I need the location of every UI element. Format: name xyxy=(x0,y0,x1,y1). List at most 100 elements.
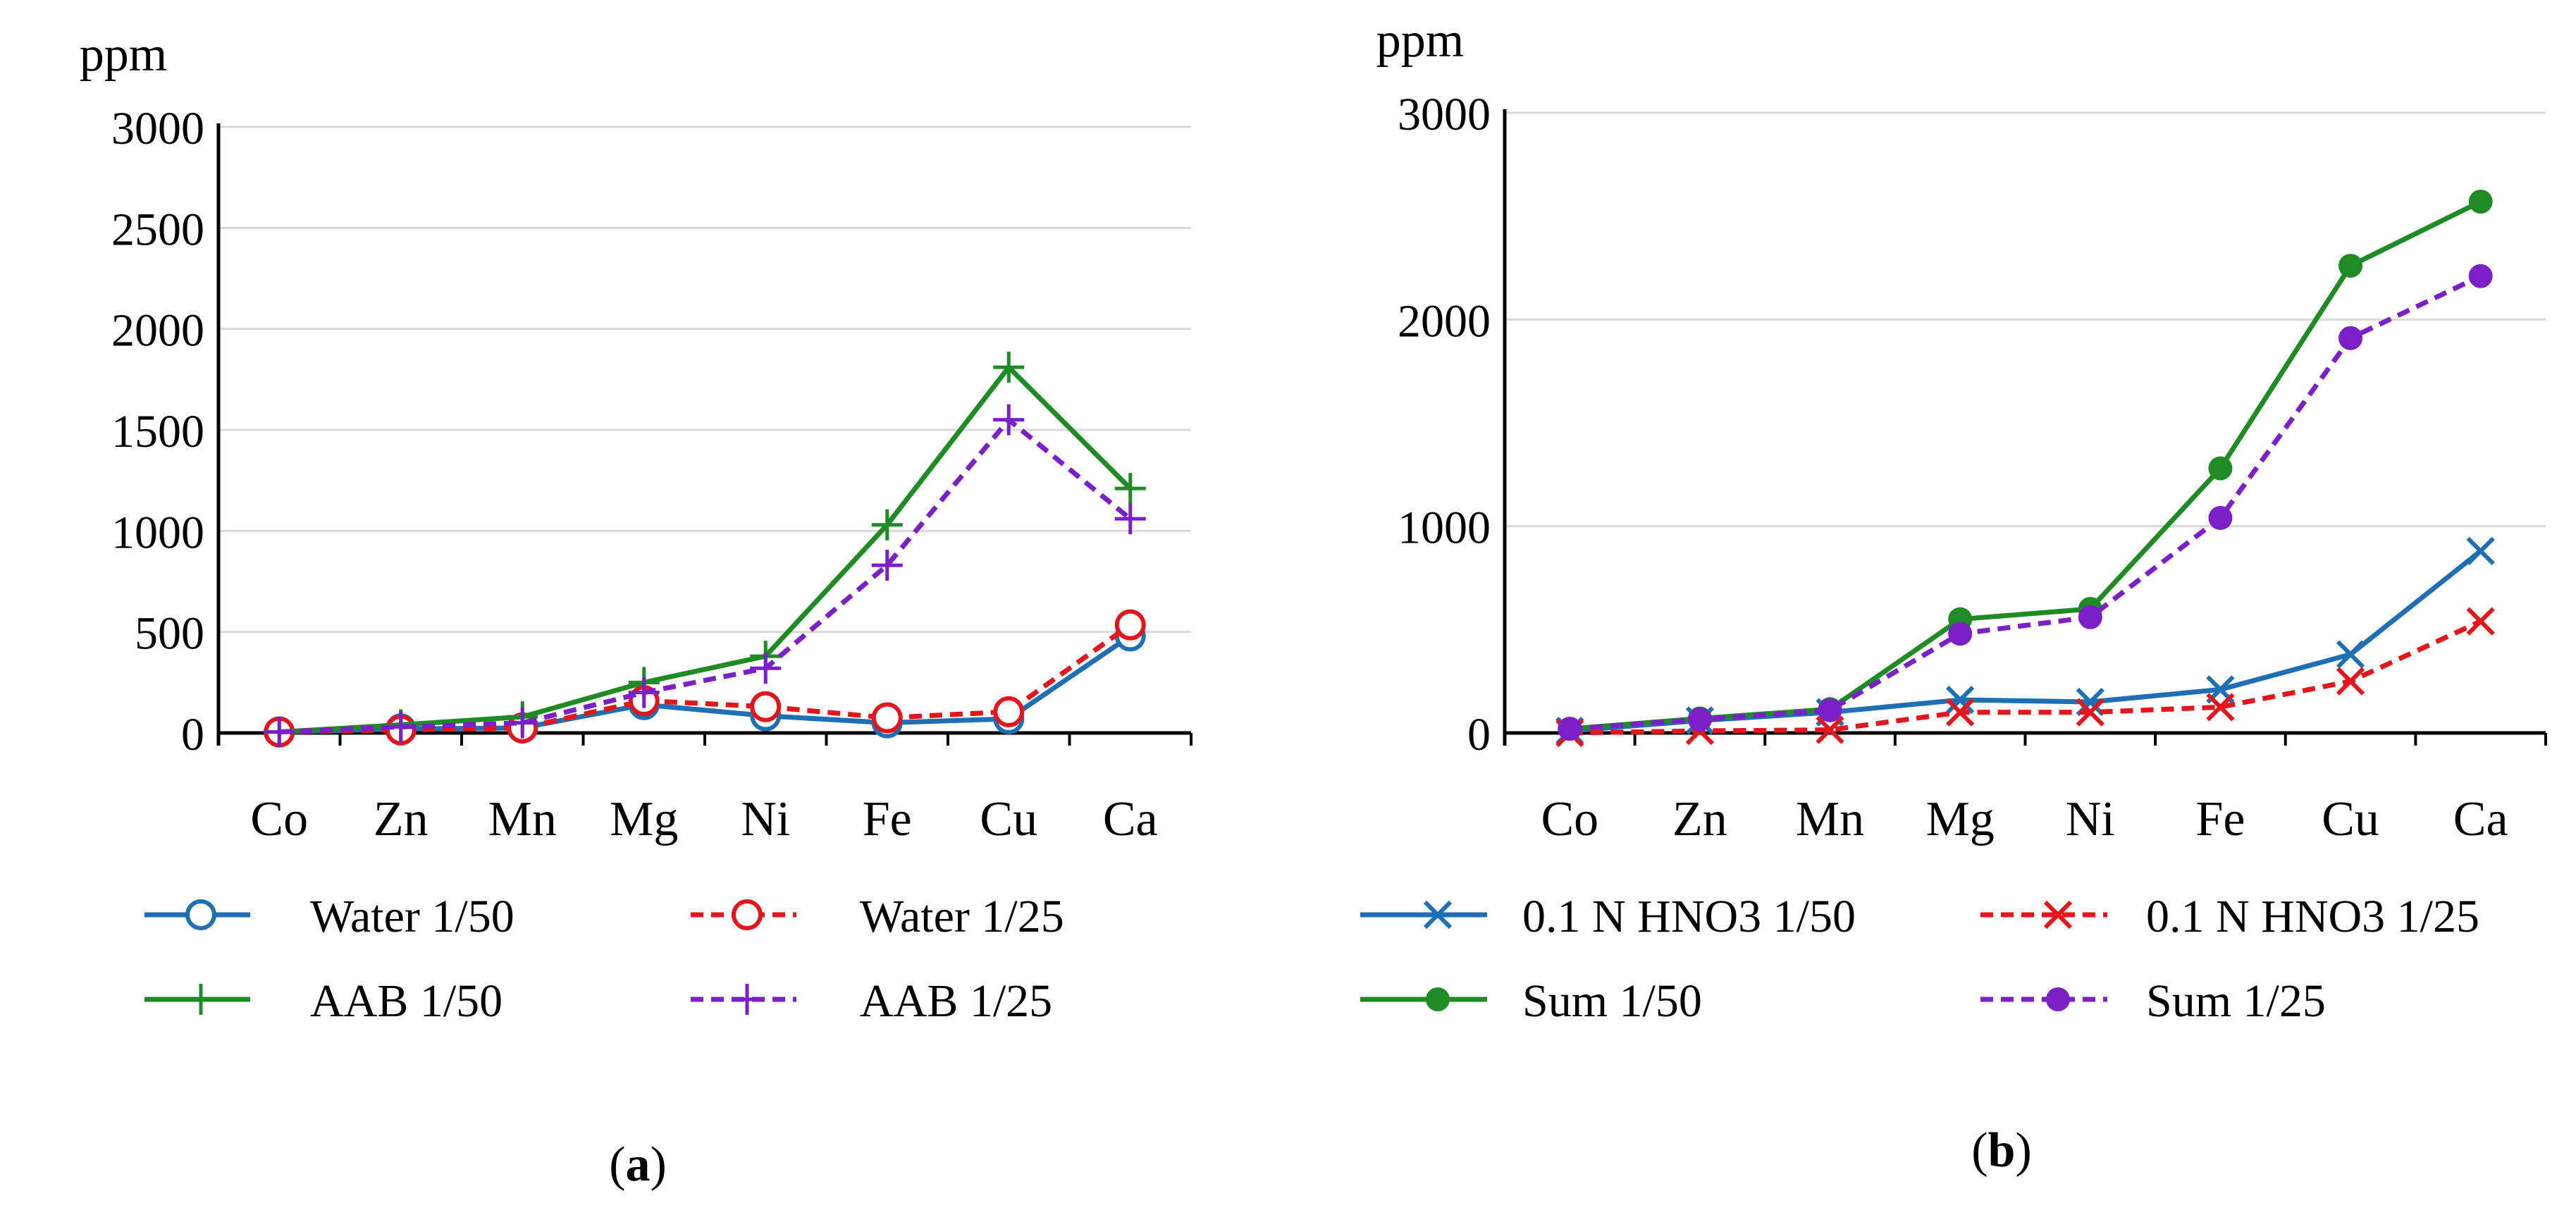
data-point xyxy=(1818,698,1842,722)
series-4 xyxy=(1558,264,2493,741)
x-tick-label: Ca xyxy=(2453,792,2508,846)
x-tick-label: Fe xyxy=(863,792,912,846)
y-tick-label: 2000 xyxy=(111,305,204,357)
x-tick-label: Co xyxy=(250,792,308,846)
legend-entry: AAB 1/25 xyxy=(691,975,1052,1027)
data-point xyxy=(871,550,903,581)
legend-marker xyxy=(732,984,763,1015)
x-tick-label: Ni xyxy=(741,792,790,846)
panel-letter: b xyxy=(1988,1123,2016,1178)
data-point xyxy=(2468,190,2493,214)
legend-marker xyxy=(2046,987,2070,1011)
data-point xyxy=(385,711,417,743)
x-tick-label: Mg xyxy=(1926,792,1995,846)
data-point xyxy=(1687,707,1712,732)
series-line xyxy=(1570,273,2482,732)
y-tick-label: 3000 xyxy=(111,103,204,154)
legend-label: Water 1/25 xyxy=(860,891,1064,942)
data-point xyxy=(264,716,295,748)
data-point xyxy=(1114,473,1146,505)
legend-label: Sum 1/25 xyxy=(2146,975,2326,1027)
x-tick-label: Ni xyxy=(2066,792,2115,846)
y-tick-label: 2000 xyxy=(1398,295,1491,347)
series-3 xyxy=(264,352,1146,748)
y-tick-label: 2500 xyxy=(111,204,204,255)
data-point xyxy=(993,404,1025,436)
x-tick-label: Ca xyxy=(1103,792,1158,846)
data-point xyxy=(871,702,903,734)
series-line xyxy=(279,634,1132,735)
data-point xyxy=(993,696,1025,727)
data-point xyxy=(2338,326,2363,350)
x-tick-label: Co xyxy=(1541,792,1598,846)
y-tick-label: 1000 xyxy=(111,507,204,558)
legend-marker xyxy=(2043,900,2073,930)
x-tick-label: Cu xyxy=(2322,792,2379,846)
legend-marker xyxy=(185,984,216,1015)
y-axis-label: ppm xyxy=(1376,13,1464,68)
data-point xyxy=(2076,698,2104,727)
data-point xyxy=(507,707,538,739)
y-tick-label: 0 xyxy=(1467,709,1491,760)
data-point xyxy=(2466,536,2495,565)
series-line xyxy=(1570,549,2482,734)
panel-caption: (b) xyxy=(1971,1123,2032,1178)
x-tick-label: Cu xyxy=(980,792,1037,846)
x-tick-label: Mn xyxy=(488,792,557,846)
x-tick-label: Mn xyxy=(1796,792,1864,846)
data-point xyxy=(2208,505,2233,530)
data-point xyxy=(2336,640,2365,669)
y-tick-label: 1000 xyxy=(1398,502,1491,554)
data-point xyxy=(750,691,782,722)
legend-marker xyxy=(1426,987,1450,1011)
legend-entry: Water 1/50 xyxy=(144,891,514,942)
legend-marker xyxy=(1423,900,1453,930)
legend-label: Water 1/50 xyxy=(310,891,514,942)
legend-entry: 0.1 N HNO3 1/50 xyxy=(1360,891,1856,942)
data-point xyxy=(2468,264,2493,288)
data-point xyxy=(1948,622,1973,646)
legend-entry: AAB 1/50 xyxy=(144,975,503,1027)
data-point xyxy=(2206,693,2235,722)
data-point xyxy=(1816,715,1844,744)
panel-letter: a xyxy=(626,1137,651,1192)
series-line xyxy=(1570,619,2482,736)
legend-label: AAB 1/50 xyxy=(310,975,503,1027)
legend-entry: 0.1 N HNO3 1/25 xyxy=(1980,891,2479,942)
legend-entry: Sum 1/50 xyxy=(1360,975,1702,1027)
data-point xyxy=(1114,503,1146,535)
legend-marker xyxy=(732,899,763,930)
data-point xyxy=(2336,667,2365,696)
series-4 xyxy=(264,404,1146,748)
legend-label: 0.1 N HNO3 1/25 xyxy=(2146,891,2479,942)
legend-entry: Water 1/25 xyxy=(691,891,1064,942)
data-point xyxy=(1946,698,1975,727)
data-point xyxy=(1114,609,1146,641)
x-tick-label: Zn xyxy=(374,792,429,846)
legend-label: 0.1 N HNO3 1/50 xyxy=(1522,891,1856,942)
x-tick-label: Zn xyxy=(1672,792,1727,846)
y-axis-label: ppm xyxy=(80,27,167,82)
data-point xyxy=(871,509,903,541)
data-point xyxy=(2338,254,2363,278)
y-tick-label: 3000 xyxy=(1398,89,1491,140)
data-point xyxy=(2078,605,2102,629)
y-tick-label: 1500 xyxy=(111,406,204,457)
data-point xyxy=(628,677,660,708)
data-point xyxy=(2466,607,2495,636)
legend-entry: Sum 1/25 xyxy=(1980,975,2326,1027)
legend-marker xyxy=(185,899,216,930)
series-2 xyxy=(1555,607,2495,748)
chart-panel-a: 0 500 1000 1500 2000 2500 3000 Co Zn Mn Mg Ni Fe Cu Ca… xyxy=(80,27,1193,1192)
data-point xyxy=(750,653,782,684)
data-point xyxy=(2208,456,2233,481)
chart-panel-b: 0 1000 2000 3000 Co Zn Mn Mg Ni Fe Cu Ca ppm 0.1 N HN… xyxy=(1360,13,2547,1178)
data-point xyxy=(1946,685,1975,715)
data-point xyxy=(1558,717,1582,741)
series-line xyxy=(279,417,1132,735)
data-point xyxy=(993,352,1025,383)
x-tick-label: Mg xyxy=(610,792,678,846)
series-line xyxy=(279,364,1133,735)
legend-label: Sum 1/50 xyxy=(1522,975,1702,1027)
